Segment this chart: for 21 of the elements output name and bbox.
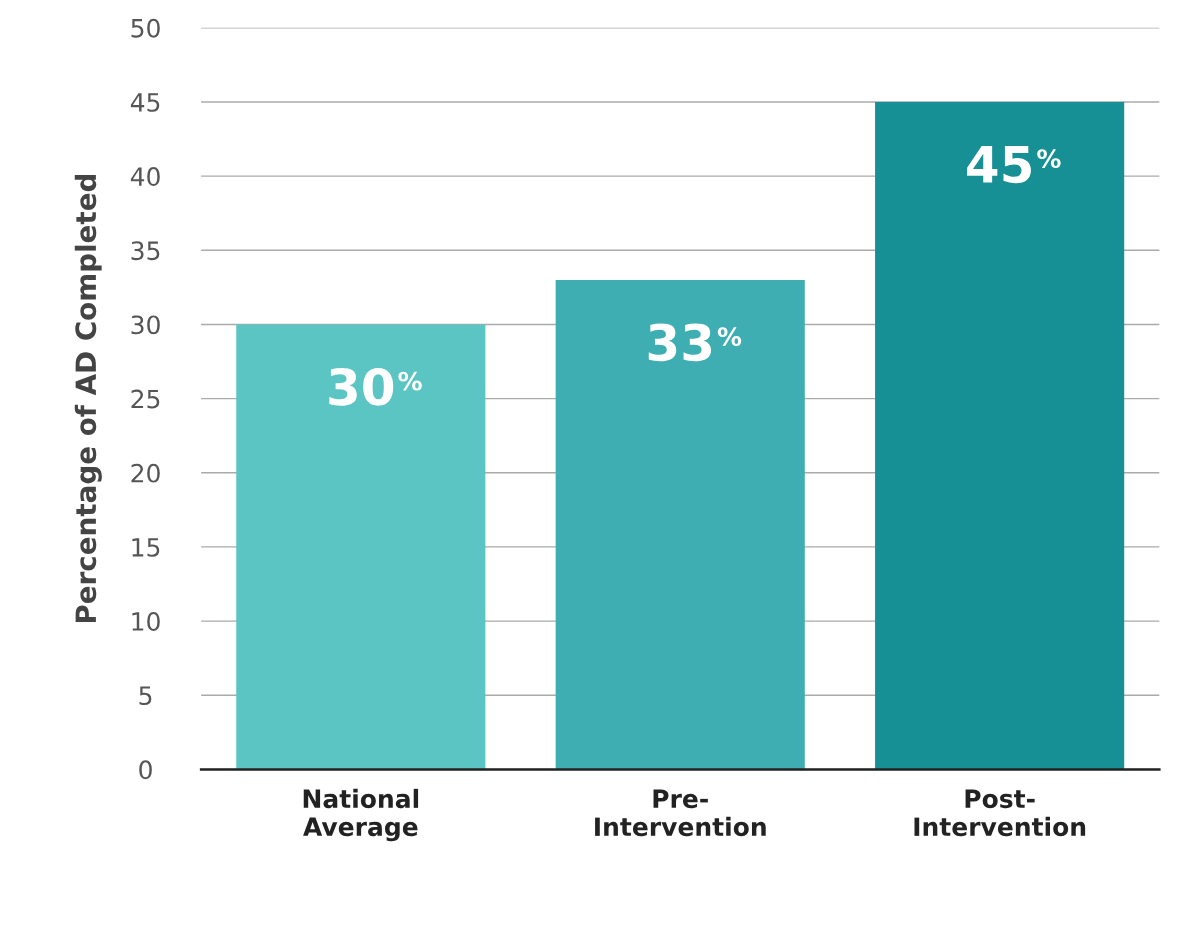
y-tick-label: 15 [132, 538, 160, 557]
y-tick-label: 45 [130, 93, 160, 112]
data-label: 30% [329, 367, 422, 406]
y-tick-label: 20 [131, 463, 160, 483]
y-tick-label: 0 [139, 760, 152, 780]
y-tick-label: 10 [132, 612, 160, 631]
y-axis-title: Percentage of AD Completed [74, 174, 102, 623]
y-tick-label: 40 [130, 167, 160, 186]
y-tick-label: 25 [131, 389, 160, 409]
y-tick-label: 5 [139, 686, 152, 706]
y-tick-label: 35 [131, 241, 160, 261]
y-tick-label: 30 [131, 315, 160, 335]
y-tick-label: 50 [131, 18, 160, 38]
x-tick-label: National Average [303, 788, 419, 842]
bar [555, 279, 805, 770]
x-tick-label: Post- Intervention [914, 789, 1086, 837]
bar [236, 324, 486, 770]
x-tick-label: Pre- Intervention [595, 789, 766, 837]
data-label: 45% [967, 146, 1061, 184]
bar [875, 101, 1125, 770]
data-label: 33% [648, 323, 742, 362]
